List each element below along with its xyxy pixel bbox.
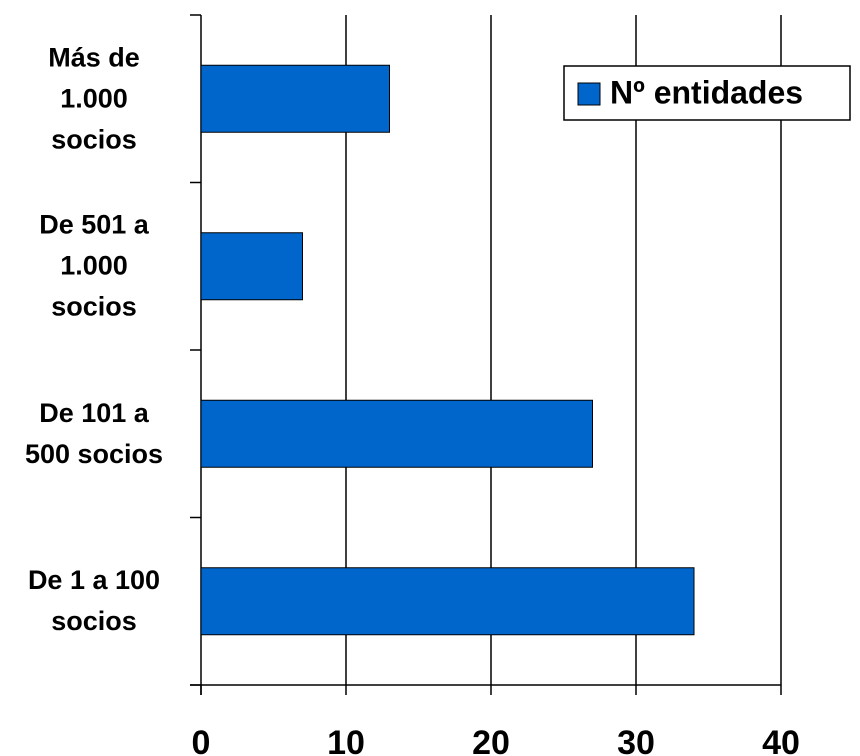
x-tick-label: 20 [472, 724, 510, 756]
x-tick-label: 10 [327, 724, 365, 756]
legend-box [563, 65, 851, 121]
y-tick-label: Más de 1.000 socios [48, 42, 140, 155]
x-tick-label: 0 [192, 724, 211, 756]
bar [200, 64, 390, 133]
legend-label: Nº entidades [610, 74, 803, 110]
x-tick-label: 30 [617, 724, 655, 756]
y-tick-label: De 101 a 500 socios [24, 397, 164, 469]
bar [200, 232, 303, 301]
bar [200, 399, 593, 468]
y-tick-label: De 1 a 100 socios [27, 565, 161, 637]
legend-swatch [577, 82, 601, 106]
bar [200, 567, 695, 636]
y-tick-label: De 501 a 1.000 socios [39, 209, 149, 322]
x-tick-label: 40 [762, 724, 800, 756]
